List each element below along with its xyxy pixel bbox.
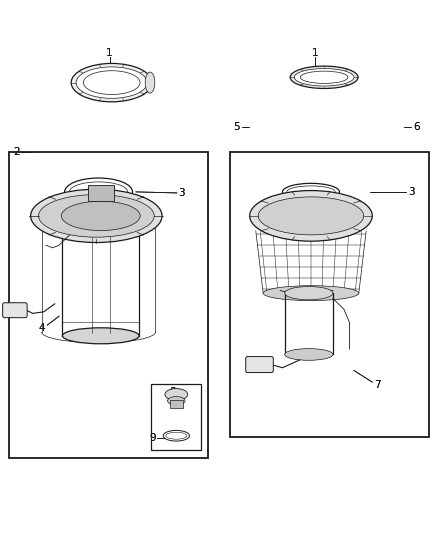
Ellipse shape: [258, 197, 364, 235]
Ellipse shape: [290, 66, 358, 88]
Text: 6: 6: [413, 122, 420, 132]
Ellipse shape: [165, 389, 187, 400]
Text: 6: 6: [413, 122, 420, 132]
Ellipse shape: [61, 201, 140, 231]
Ellipse shape: [166, 432, 187, 439]
Ellipse shape: [294, 69, 354, 86]
Text: 9: 9: [149, 433, 156, 443]
Ellipse shape: [283, 183, 339, 200]
Ellipse shape: [285, 287, 333, 300]
Ellipse shape: [167, 397, 185, 405]
Text: 1: 1: [312, 49, 319, 58]
Bar: [151, 384, 201, 450]
Ellipse shape: [31, 189, 162, 243]
Text: 8: 8: [169, 387, 176, 397]
Text: 2: 2: [13, 147, 20, 157]
Text: 1: 1: [106, 49, 113, 58]
Text: 7: 7: [374, 380, 381, 390]
Ellipse shape: [63, 328, 139, 344]
Text: 3: 3: [178, 188, 185, 198]
Text: 9: 9: [149, 433, 156, 443]
Ellipse shape: [263, 286, 359, 301]
Ellipse shape: [287, 186, 335, 198]
Text: 5: 5: [233, 122, 240, 132]
FancyBboxPatch shape: [246, 357, 273, 373]
Text: 2: 2: [13, 147, 20, 157]
Text: 8: 8: [169, 387, 176, 397]
Text: 1: 1: [312, 49, 319, 58]
Text: 3: 3: [178, 188, 185, 198]
Ellipse shape: [69, 182, 128, 202]
Ellipse shape: [39, 195, 154, 237]
Text: 3: 3: [408, 187, 415, 197]
Ellipse shape: [250, 191, 372, 241]
FancyBboxPatch shape: [3, 303, 27, 318]
Bar: [170, 400, 183, 408]
Text: 1: 1: [106, 49, 113, 58]
Text: 4: 4: [38, 323, 45, 333]
Text: 7: 7: [374, 380, 381, 390]
Text: 3: 3: [408, 187, 415, 197]
Text: 4: 4: [38, 323, 45, 333]
Bar: [9, 152, 208, 458]
Ellipse shape: [145, 72, 155, 93]
Ellipse shape: [76, 67, 147, 99]
Ellipse shape: [300, 71, 348, 84]
Ellipse shape: [163, 431, 189, 441]
Text: 5: 5: [233, 122, 240, 132]
Ellipse shape: [285, 349, 333, 360]
Ellipse shape: [64, 178, 132, 206]
Ellipse shape: [71, 63, 152, 102]
Bar: [88, 185, 114, 201]
Ellipse shape: [83, 71, 140, 94]
Bar: [230, 152, 429, 437]
